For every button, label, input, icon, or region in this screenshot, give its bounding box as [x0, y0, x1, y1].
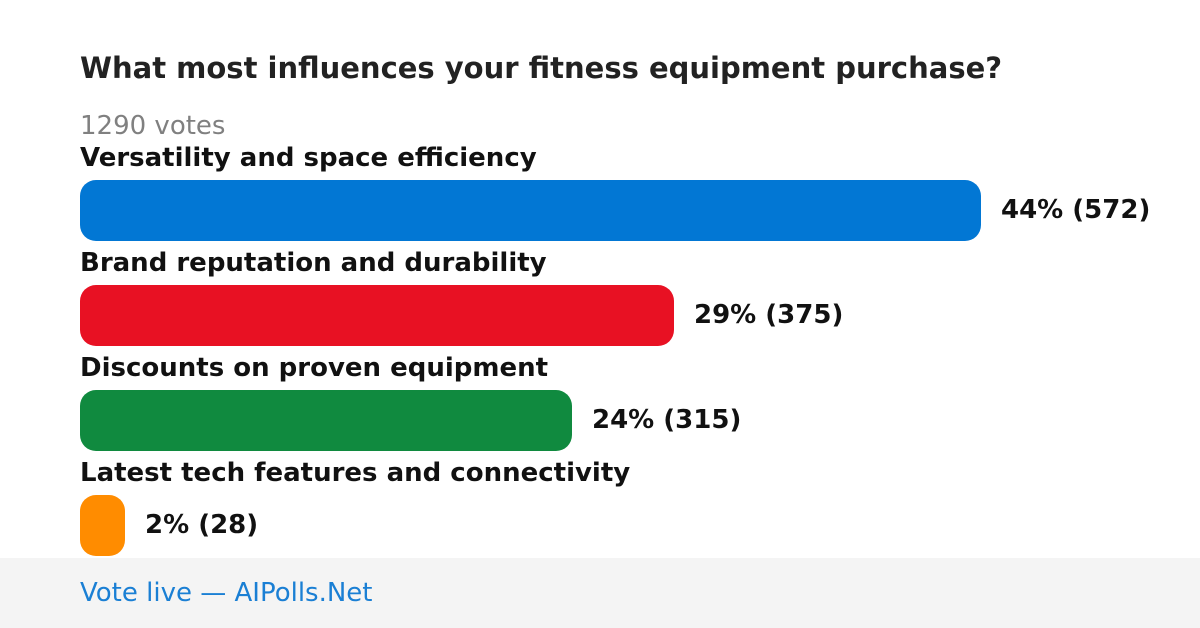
footer: Vote live — AIPolls.Net	[0, 558, 1200, 628]
option-result: 2% (28)	[145, 510, 259, 540]
option-bar	[80, 180, 981, 241]
option-bar	[80, 390, 572, 451]
vote-count: 1290 votes	[80, 111, 226, 141]
option-result: 44% (572)	[1001, 195, 1151, 225]
option-result: 24% (315)	[592, 405, 742, 435]
option-label: Discounts on proven equipment	[80, 353, 549, 383]
option-bar	[80, 495, 125, 556]
option-label: Brand reputation and durability	[80, 248, 547, 278]
option-label: Versatility and space efficiency	[80, 143, 537, 173]
poll-question: What most influences your fitness equipm…	[80, 51, 1003, 85]
option-result: 29% (375)	[694, 300, 844, 330]
vote-live-link[interactable]: Vote live — AIPolls.Net	[80, 578, 373, 608]
option-bar	[80, 285, 674, 346]
option-label: Latest tech features and connectivity	[80, 458, 631, 488]
